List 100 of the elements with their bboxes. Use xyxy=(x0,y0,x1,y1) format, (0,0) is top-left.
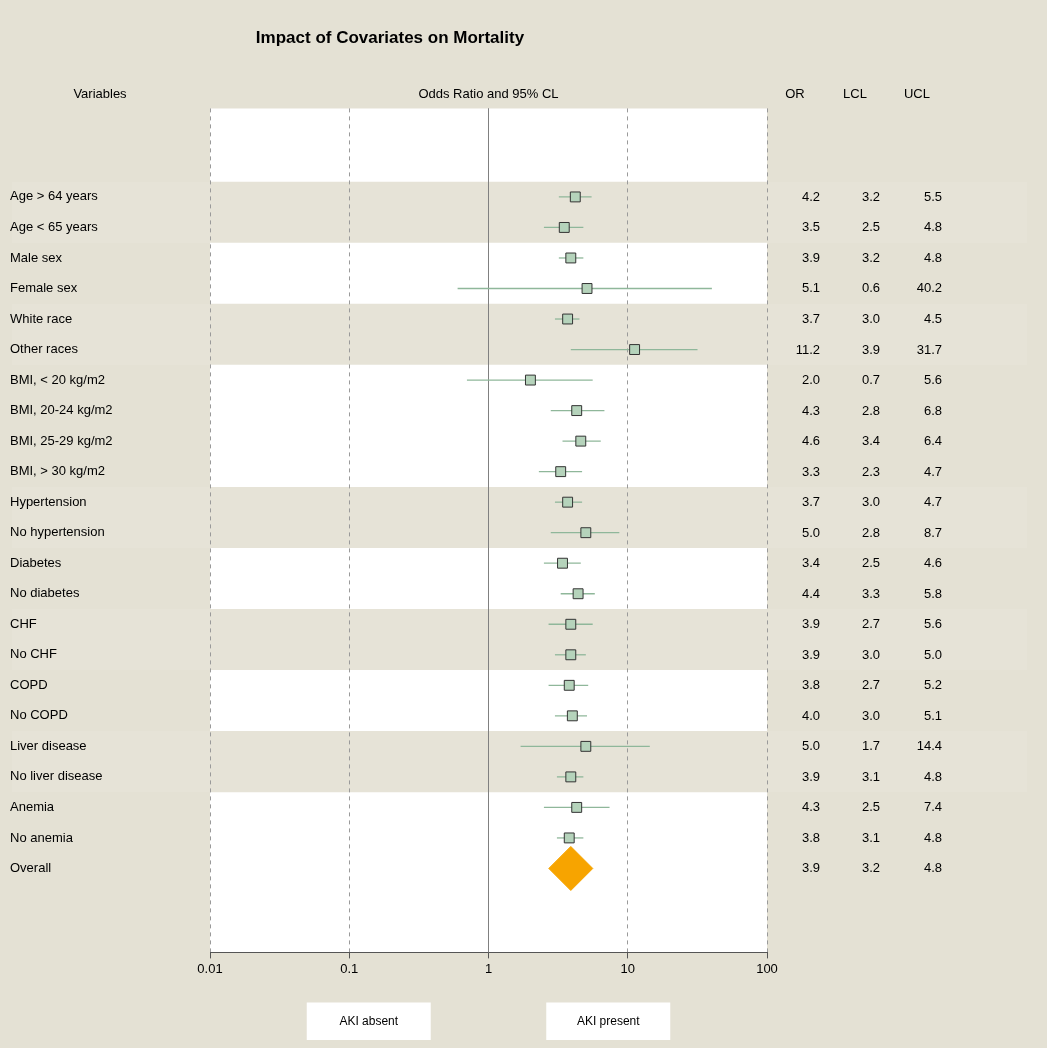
point xyxy=(565,649,577,661)
point xyxy=(581,283,593,294)
text: 3.5 xyxy=(800,219,820,236)
x-tick-label: 10 xyxy=(620,960,635,976)
point xyxy=(571,801,583,813)
point xyxy=(580,527,592,539)
point xyxy=(555,466,567,478)
text: 3.2 xyxy=(860,249,880,266)
text: 3.9 xyxy=(800,646,820,663)
x-tick-label: 0.1 xyxy=(340,960,359,976)
text: 4.7 xyxy=(922,463,942,480)
text: 3.8 xyxy=(800,829,820,846)
text: 5.0 xyxy=(800,524,820,541)
text: 5.1 xyxy=(800,280,820,297)
text: Odds Ratio and 95% CL xyxy=(418,85,559,101)
y-tick-label: Liver disease xyxy=(10,737,87,753)
text: 2.7 xyxy=(860,677,880,694)
text: 4.4 xyxy=(800,585,820,602)
point xyxy=(572,588,584,600)
y-tick-label: Age < 65 years xyxy=(10,219,99,235)
point xyxy=(548,845,594,891)
y-tick-label: COPD xyxy=(10,676,48,692)
x-tick-label: 1 xyxy=(484,960,493,976)
point xyxy=(565,771,577,783)
text: 5.0 xyxy=(922,646,942,663)
point xyxy=(557,557,568,569)
text: 3.1 xyxy=(860,768,880,785)
y-tick-label: Male sex xyxy=(10,249,63,265)
text: 4.7 xyxy=(922,494,942,511)
y-tick-label: White race xyxy=(10,310,73,326)
text: AKI present xyxy=(576,1013,641,1028)
text: UCL xyxy=(903,86,931,103)
text: 3.9 xyxy=(800,860,820,877)
text: 4.8 xyxy=(922,829,942,846)
text: 3.7 xyxy=(800,311,820,328)
y-tick-label: No hypertension xyxy=(10,524,105,540)
text: AKI absent xyxy=(339,1013,399,1028)
text: 7.4 xyxy=(922,799,942,816)
point xyxy=(563,832,575,844)
point xyxy=(580,740,592,752)
text: 5.5 xyxy=(922,188,942,205)
text: 4.3 xyxy=(800,799,820,816)
text: 2.5 xyxy=(860,799,880,816)
text: 5.6 xyxy=(922,372,942,389)
text: 4.2 xyxy=(800,188,820,205)
text: 4.8 xyxy=(922,249,942,266)
chart-title: Impact of Covariates on Mortality xyxy=(255,27,525,47)
y-tick-label: No diabetes xyxy=(10,585,80,601)
text: 3.1 xyxy=(860,829,880,846)
text: 3.0 xyxy=(860,494,880,511)
x-tick-label: 0.01 xyxy=(197,960,223,976)
text: 3.0 xyxy=(860,707,880,724)
y-tick-label: BMI, > 30 kg/m2 xyxy=(10,463,106,479)
text: 2.3 xyxy=(860,463,880,480)
point xyxy=(565,252,577,264)
point xyxy=(562,496,574,508)
text: 4.8 xyxy=(922,219,942,236)
y-tick-label: No anemia xyxy=(10,829,74,845)
y-tick-label: Anemia xyxy=(10,798,55,814)
text: 3.8 xyxy=(800,677,820,694)
text: 40.2 xyxy=(915,280,942,297)
y-tick-label: BMI, < 20 kg/m2 xyxy=(10,371,106,387)
text: 3.9 xyxy=(800,616,820,633)
text: 31.7 xyxy=(915,341,942,358)
text: 5.2 xyxy=(922,677,942,694)
text: 3.0 xyxy=(860,646,880,663)
y-tick-label: No liver disease xyxy=(10,768,103,784)
y-tick-label: Female sex xyxy=(10,280,78,296)
y-tick-label: BMI, 25-29 kg/m2 xyxy=(10,432,113,448)
text: 2.0 xyxy=(800,372,820,389)
text: 4.8 xyxy=(922,860,942,877)
point xyxy=(569,191,581,203)
text: 2.8 xyxy=(860,402,880,419)
text: 0.6 xyxy=(860,280,880,297)
y-tick-label: Other races xyxy=(10,341,79,357)
text: 4.6 xyxy=(800,433,820,450)
y-tick-label: CHF xyxy=(10,615,37,631)
point xyxy=(566,710,578,722)
text: 4.5 xyxy=(922,311,942,328)
text: 11.2 xyxy=(794,341,820,358)
point xyxy=(571,405,583,417)
y-tick-label: Hypertension xyxy=(10,493,87,509)
text: 3.9 xyxy=(860,341,880,358)
text: 2.5 xyxy=(860,555,880,572)
text: 4.0 xyxy=(800,707,820,724)
text: OR xyxy=(784,86,806,103)
text: 5.1 xyxy=(922,707,942,724)
text: Variables xyxy=(73,85,128,101)
text: 3.3 xyxy=(860,585,880,602)
text: 3.9 xyxy=(800,249,820,266)
point xyxy=(558,222,570,233)
y-tick-label: Age > 64 years xyxy=(10,188,99,204)
text: 5.6 xyxy=(922,616,942,633)
x-tick-label: 100 xyxy=(756,960,778,976)
text: 1.7 xyxy=(860,738,880,755)
y-tick-label: No CHF xyxy=(10,646,58,662)
text: 5.0 xyxy=(800,738,820,755)
text: 3.2 xyxy=(860,860,880,877)
text: 4.3 xyxy=(800,402,820,419)
text: 6.8 xyxy=(922,402,942,419)
